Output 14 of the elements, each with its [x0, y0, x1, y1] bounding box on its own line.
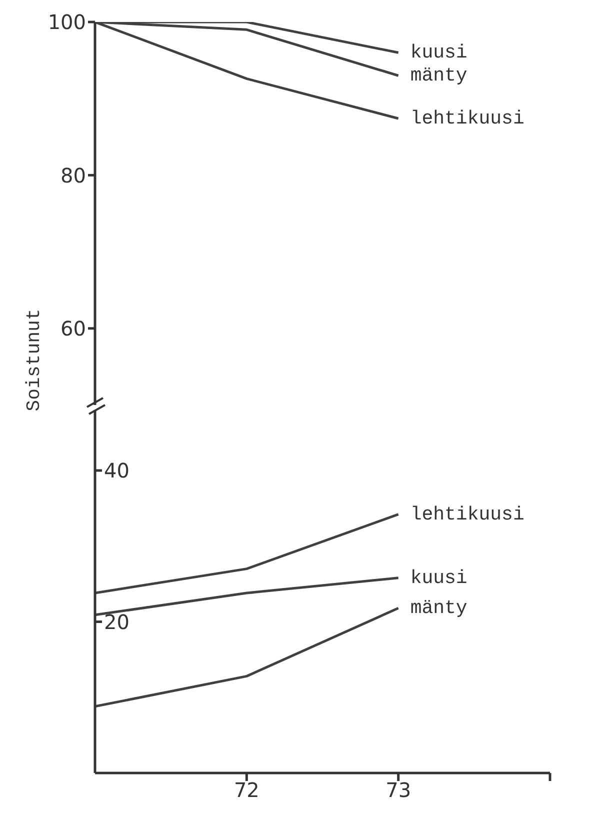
y-tick-label: 60	[60, 316, 86, 340]
y-tick-label: 80	[60, 163, 86, 188]
series-label: mänty	[410, 597, 468, 620]
x-tick-label: 72	[234, 778, 260, 802]
series-label: kuusi	[410, 566, 468, 589]
series-label: kuusi	[410, 42, 468, 64]
series-label: lehtikuusi	[410, 503, 524, 526]
y-axis-title: Soistunut	[23, 308, 45, 412]
series-label: lehtikuusi	[410, 108, 524, 130]
y-tick-label: 100	[48, 10, 86, 34]
x-tick-label: 73	[386, 778, 412, 802]
y-tick-label: 40	[104, 458, 130, 483]
series-label: mänty	[410, 64, 468, 87]
y-tick-label: 20	[104, 610, 130, 634]
